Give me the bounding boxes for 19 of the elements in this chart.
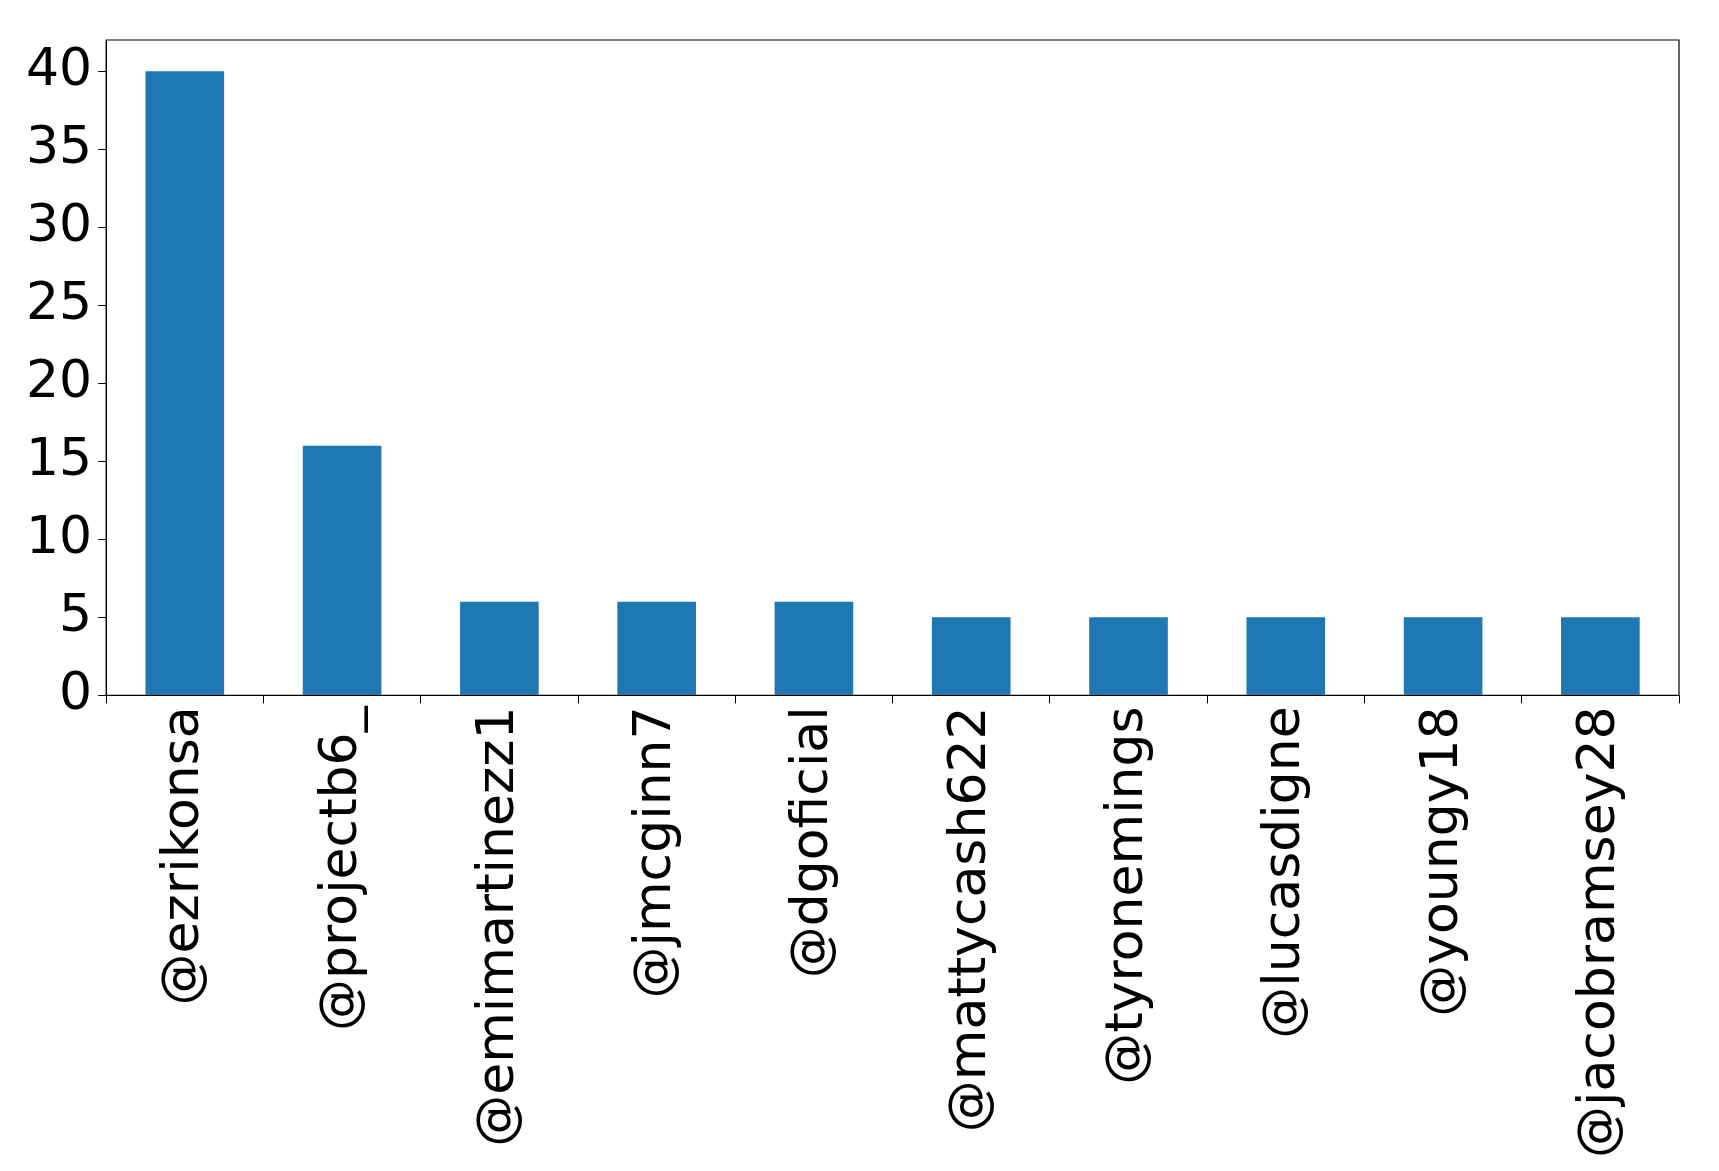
x-tick-label: @lucasdigne (1251, 706, 1312, 1039)
x-tick-label: @tyronemings (1094, 706, 1155, 1085)
y-tick-label: 30 (26, 192, 93, 253)
x-tick-label: @dgoficial (779, 706, 840, 979)
x-tick-label: @ezrikonsa (150, 706, 211, 1006)
y-tick-label: 35 (26, 114, 93, 175)
x-tick-label: @mattycash622 (936, 706, 997, 1133)
y-tick-label: 40 (26, 36, 93, 97)
x-tick-label: @jmcginn7 (622, 706, 683, 999)
x-tick-label: @projectb6_ (307, 705, 368, 1031)
x-tick-label: @jacobramsey28 (1565, 706, 1626, 1159)
y-tick-label: 10 (26, 504, 93, 565)
y-tick-label: 0 (59, 660, 93, 721)
y-tick-label: 15 (26, 426, 93, 487)
x-tick-label: @emimartinezz1 (464, 706, 525, 1147)
y-tick-label: 25 (26, 270, 93, 331)
x-tick-label: @youngy18 (1408, 706, 1469, 1017)
y-tick-label: 5 (59, 582, 93, 643)
y-tick-label: 20 (26, 348, 93, 409)
